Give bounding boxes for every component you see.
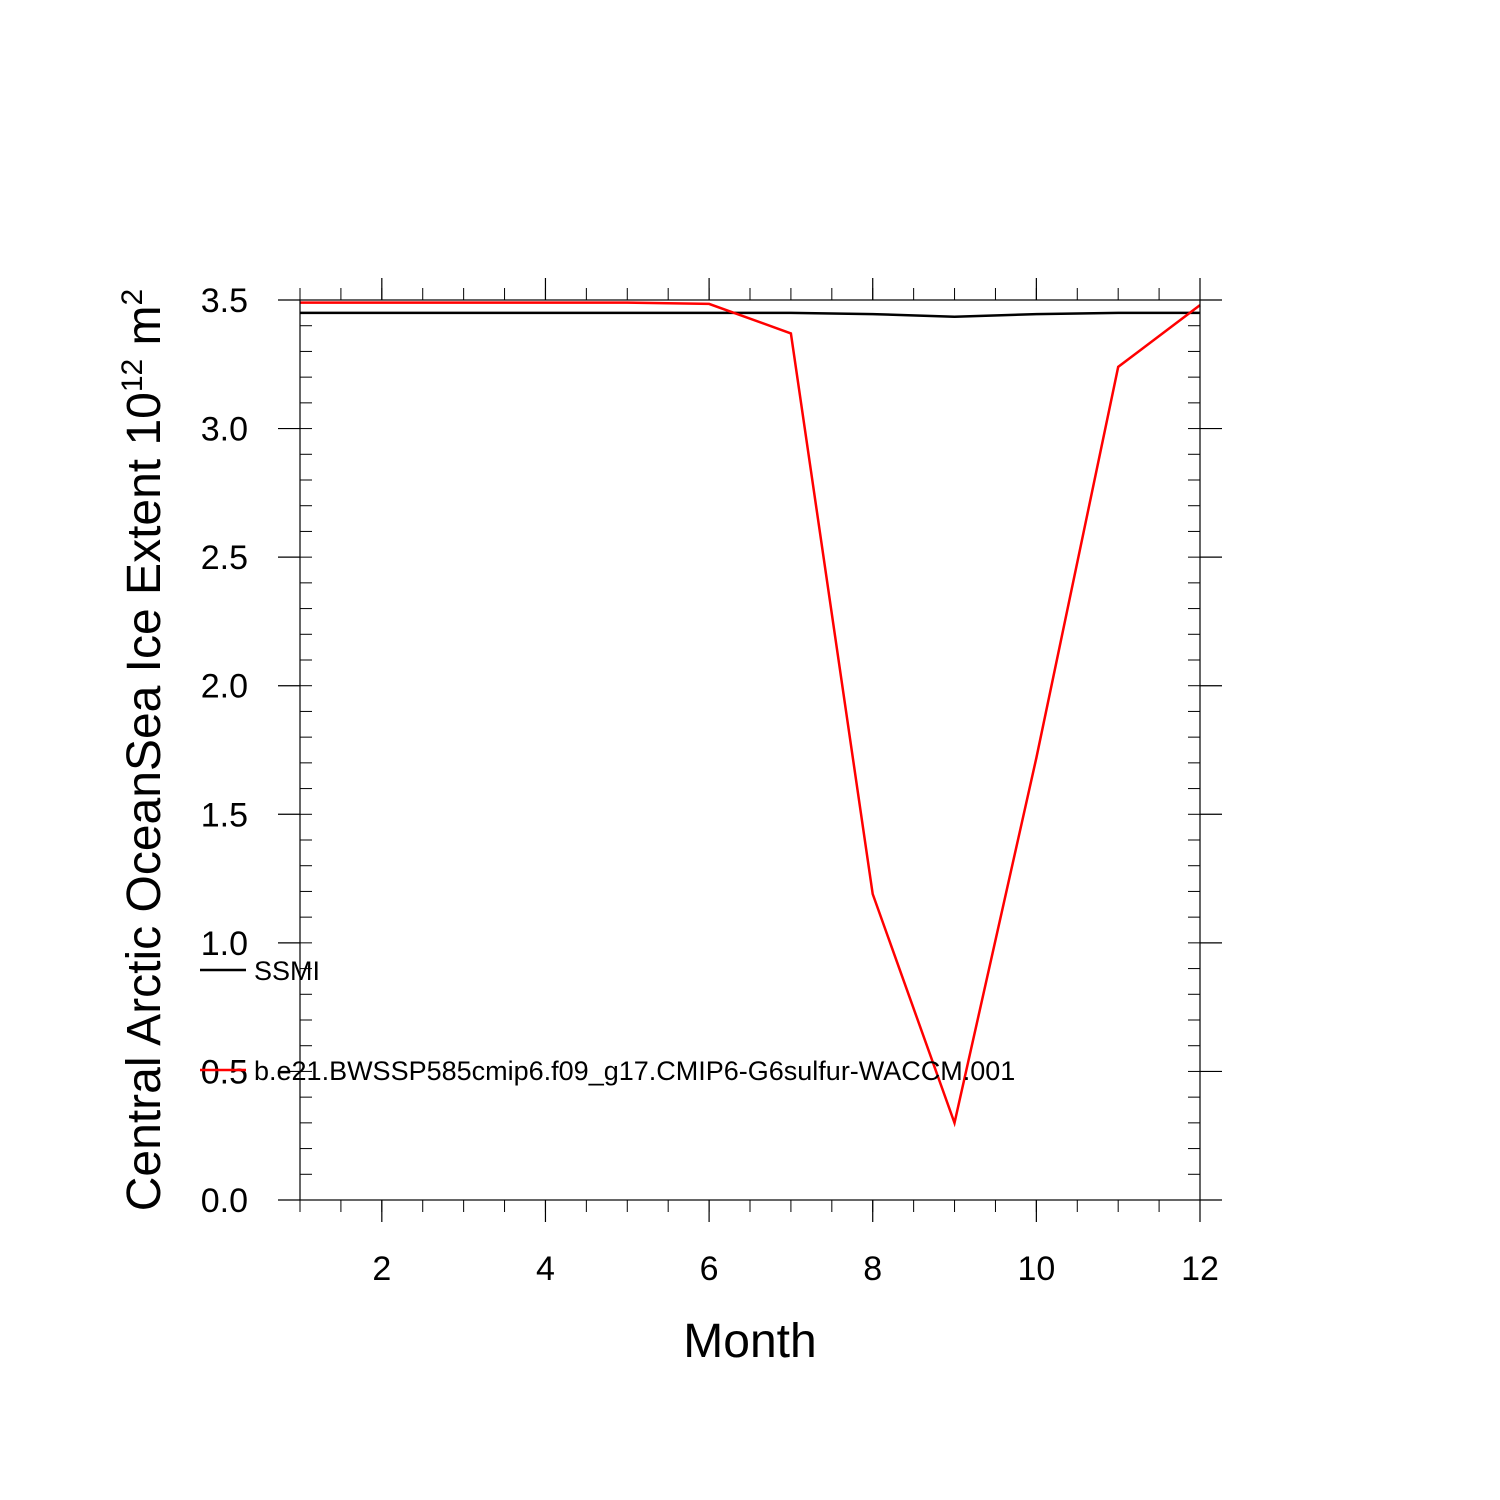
y-tick-label: 3.5 <box>201 282 248 320</box>
legend-label-ssmi: SSMI <box>254 956 320 986</box>
x-axis-title: Month <box>683 1315 816 1368</box>
plot-frame <box>299 299 1201 1201</box>
series-lines <box>300 301 1201 1128</box>
x-tick-labels: 2 4 6 8 10 12 <box>372 1250 1219 1288</box>
x-tick-label: 8 <box>863 1250 882 1288</box>
y-tick-label: 0.5 <box>201 1053 248 1091</box>
x-tick-label: 6 <box>700 1250 719 1288</box>
y-tick-label: 3.0 <box>201 411 248 449</box>
x-tick-label: 12 <box>1181 1250 1219 1288</box>
x-tick-label: 10 <box>1017 1250 1055 1288</box>
y-tick-label: 2.0 <box>201 668 248 706</box>
y-axis-title-unit-exponent: 2 <box>116 289 149 306</box>
major-ticks <box>278 278 1222 1222</box>
legend-label-g6sulfur: b.e21.BWSSP585cmip6.f09_g17.CMIP6-G6sulf… <box>254 1056 1015 1086</box>
x-tick-label: 4 <box>536 1250 555 1288</box>
y-axis-title: Central Arctic OceanSea Ice Extent 1012 … <box>116 289 171 1211</box>
y-axis-title-main: Central Arctic OceanSea Ice Extent 10 <box>118 392 171 1211</box>
legend: SSMI b.e21.BWSSP585cmip6.f09_g17.CMIP6-G… <box>200 956 1015 1086</box>
x-tick-label: 2 <box>372 1250 391 1288</box>
y-tick-label: 1.5 <box>201 796 248 834</box>
series-line-g6sulfur <box>300 301 1201 1128</box>
y-tick-labels: 0.0 0.5 1.0 1.5 2.0 2.5 3.0 3.5 <box>201 282 248 1220</box>
y-tick-label: 2.5 <box>201 539 248 577</box>
y-axis-title-unit: m <box>118 305 171 358</box>
y-tick-label: 0.0 <box>201 1182 248 1220</box>
y-tick-label: 1.0 <box>201 925 248 963</box>
y-axis-title-exponent: 12 <box>116 359 149 392</box>
series-line-ssmi <box>300 311 1200 318</box>
